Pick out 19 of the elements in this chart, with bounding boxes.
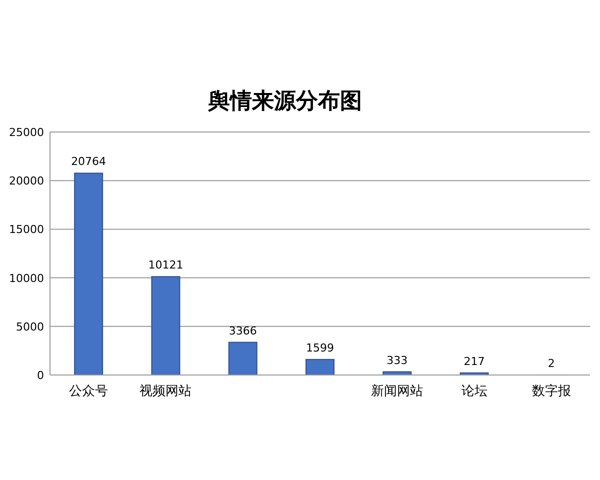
y-tick-label: 5000 <box>16 320 44 334</box>
x-tick-label: 新闻网站 <box>371 384 424 399</box>
y-tick-label: 20000 <box>9 174 44 188</box>
y-tick-label: 15000 <box>9 223 44 236</box>
y-tick-label: 0 <box>37 369 44 382</box>
data-label: 333 <box>386 354 408 367</box>
data-label: 10121 <box>148 258 184 272</box>
y-tick-label: 25000 <box>9 126 44 139</box>
x-tick-label: 数字报 <box>532 383 571 399</box>
x-tick-label: 论坛 <box>461 384 488 399</box>
data-label: 217 <box>464 354 485 368</box>
y-tick-label: 10000 <box>9 272 44 285</box>
x-tick-label: 公众号 <box>69 384 108 399</box>
x-tick-label: 视频网站 <box>140 384 192 399</box>
data-label: 20764 <box>71 155 106 168</box>
data-label: 3366 <box>228 324 257 338</box>
title: 舆情来源分布图 <box>208 89 362 114</box>
data-label: 1599 <box>306 341 334 354</box>
data-label: 2 <box>548 356 555 370</box>
